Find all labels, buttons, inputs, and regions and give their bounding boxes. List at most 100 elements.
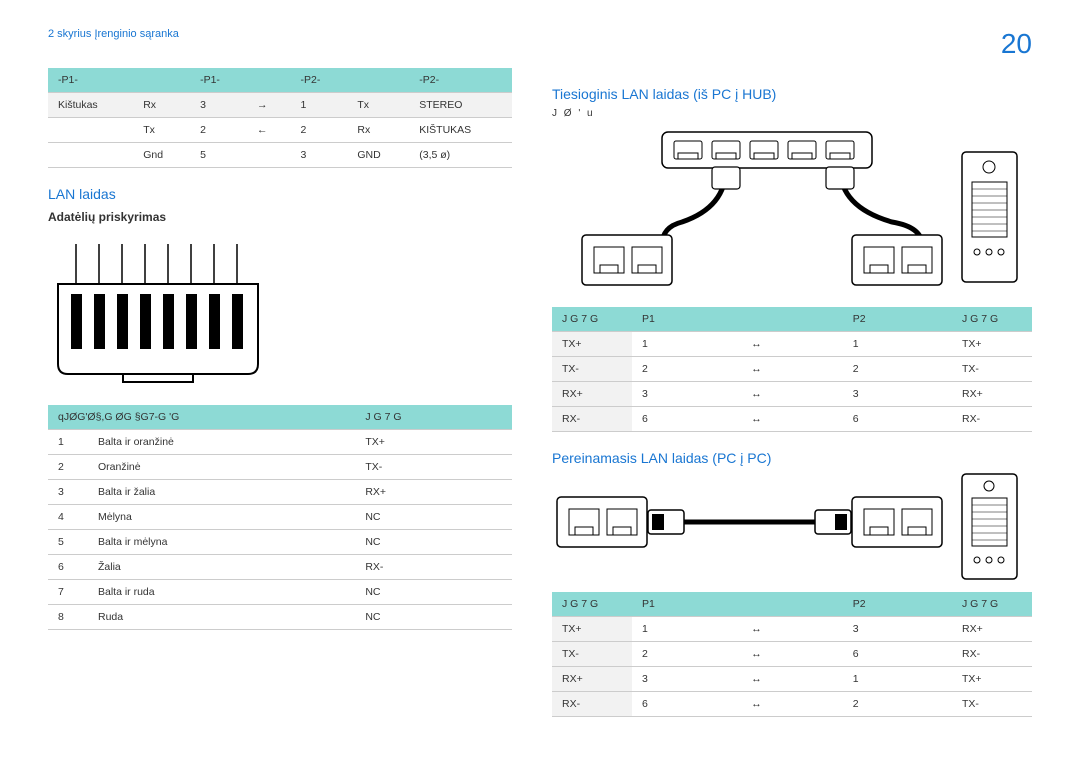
cell: J G 7 G	[552, 592, 632, 617]
cell: 1	[48, 430, 88, 455]
cell: Rx	[347, 118, 409, 143]
cell: Balta ir ruda	[88, 580, 355, 605]
cell: Mėlyna	[88, 505, 355, 530]
cell: P2	[843, 307, 952, 332]
cell: Rx	[133, 93, 190, 118]
cell: Gnd	[133, 143, 190, 168]
cell: NC	[355, 530, 512, 555]
cell: 1	[843, 667, 952, 692]
cell: -P2-	[409, 68, 512, 93]
cell: 2	[48, 455, 88, 480]
cell: P1	[632, 592, 741, 617]
table-row: TX-2↔2TX-	[552, 357, 1032, 382]
table-row: TX+1↔1TX+	[552, 332, 1032, 357]
cell: TX+	[355, 430, 512, 455]
table-row: 4MėlynaNC	[48, 505, 512, 530]
table-row: 7Balta ir rudaNC	[48, 580, 512, 605]
table-header-row: -P1- -P1- -P2- -P2-	[48, 68, 512, 93]
cell: TX-	[952, 357, 1032, 382]
table-row: 2OranžinėTX-	[48, 455, 512, 480]
cell: 2	[291, 118, 348, 143]
cell: ↔	[741, 407, 842, 432]
cell: TX-	[952, 692, 1032, 717]
table-row: RX-6↔2TX-	[552, 692, 1032, 717]
cell: 6	[843, 642, 952, 667]
cell: 6	[843, 407, 952, 432]
cell: J G 7 G	[552, 307, 632, 332]
cell: RX+	[552, 667, 632, 692]
cell: (3,5 ø)	[409, 143, 512, 168]
table-row: Tx 2 ← 2 Rx KIŠTUKAS	[48, 118, 512, 143]
cell: ↔	[741, 692, 842, 717]
cell	[347, 68, 409, 93]
cell: GND	[347, 143, 409, 168]
cell: RX+	[952, 382, 1032, 407]
cell	[48, 143, 133, 168]
cell: ↔	[741, 332, 842, 357]
table-p1p2: -P1- -P1- -P2- -P2- Kištukas Rx 3 → 1 Tx…	[48, 68, 512, 168]
cell: TX-	[552, 357, 632, 382]
cell: 3	[291, 143, 348, 168]
direct-lan-title: Tiesioginis LAN laidas (iš PC į HUB)	[552, 86, 1032, 102]
cell: 3	[190, 93, 247, 118]
table-row: Kištukas Rx 3 → 1 Tx STEREO	[48, 93, 512, 118]
cell: 1	[843, 332, 952, 357]
cell: RX-	[952, 642, 1032, 667]
direct-lan-table: J G 7 G P1 P2 J G 7 G TX+1↔1TX+TX-2↔2TX-…	[552, 307, 1032, 432]
cell: RX+	[952, 617, 1032, 642]
cell: P1	[632, 307, 741, 332]
cell: -P1-	[48, 68, 133, 93]
cell: ↔	[741, 617, 842, 642]
cell: RX-	[355, 555, 512, 580]
cell: TX+	[952, 667, 1032, 692]
cell: Balta ir oranžinė	[88, 430, 355, 455]
cell: STEREO	[409, 93, 512, 118]
cell: ↔	[741, 357, 842, 382]
cell: 3	[48, 480, 88, 505]
cell: TX-	[355, 455, 512, 480]
cell: J G 7 G	[355, 405, 512, 430]
cell: RX+	[552, 382, 632, 407]
table-row: RX+3↔3RX+	[552, 382, 1032, 407]
cell: Tx	[347, 93, 409, 118]
cell: 3	[843, 382, 952, 407]
table-row: 1Balta ir oranžinėTX+	[48, 430, 512, 455]
table-row: TX+1↔3RX+	[552, 617, 1032, 642]
cell: RX+	[355, 480, 512, 505]
cell: NC	[355, 580, 512, 605]
table-header-row: J G 7 G P1 P2 J G 7 G	[552, 307, 1032, 332]
cell: 3	[843, 617, 952, 642]
cell: 1	[632, 332, 741, 357]
cell: 3	[632, 667, 741, 692]
cell: 1	[291, 93, 348, 118]
cell: NC	[355, 505, 512, 530]
left-column: -P1- -P1- -P2- -P2- Kištukas Rx 3 → 1 Tx…	[48, 68, 512, 717]
table-row: 6ŽaliaRX-	[48, 555, 512, 580]
cell: ↔	[741, 382, 842, 407]
cell: Oranžinė	[88, 455, 355, 480]
cell: -P1-	[190, 68, 247, 93]
lan-title: LAN laidas	[48, 186, 512, 202]
table-row: 5Balta ir mėlynaNC	[48, 530, 512, 555]
cell: 3	[632, 382, 741, 407]
cell: 6	[632, 407, 741, 432]
direct-lan-note: J Ø ' u	[552, 108, 1032, 119]
cell	[247, 143, 291, 168]
cell: TX+	[952, 332, 1032, 357]
cell: 7	[48, 580, 88, 605]
cell: RX-	[952, 407, 1032, 432]
pin-table: qJØG'Ø§,G ØG §G7-G 'G J G 7 G 1Balta ir …	[48, 405, 512, 630]
cell: ←	[247, 118, 291, 143]
cell: J G 7 G	[952, 307, 1032, 332]
cell: TX-	[552, 642, 632, 667]
cell: 6	[632, 692, 741, 717]
table-row: 3Balta ir žaliaRX+	[48, 480, 512, 505]
cell: NC	[355, 605, 512, 630]
cell: Žalia	[88, 555, 355, 580]
table-row: TX-2↔6RX-	[552, 642, 1032, 667]
cell: 5	[48, 530, 88, 555]
cell: RX-	[552, 692, 632, 717]
cell: 2	[632, 642, 741, 667]
table-row: RX-6↔6RX-	[552, 407, 1032, 432]
table-header-row: qJØG'Ø§,G ØG §G7-G 'G J G 7 G	[48, 405, 512, 430]
